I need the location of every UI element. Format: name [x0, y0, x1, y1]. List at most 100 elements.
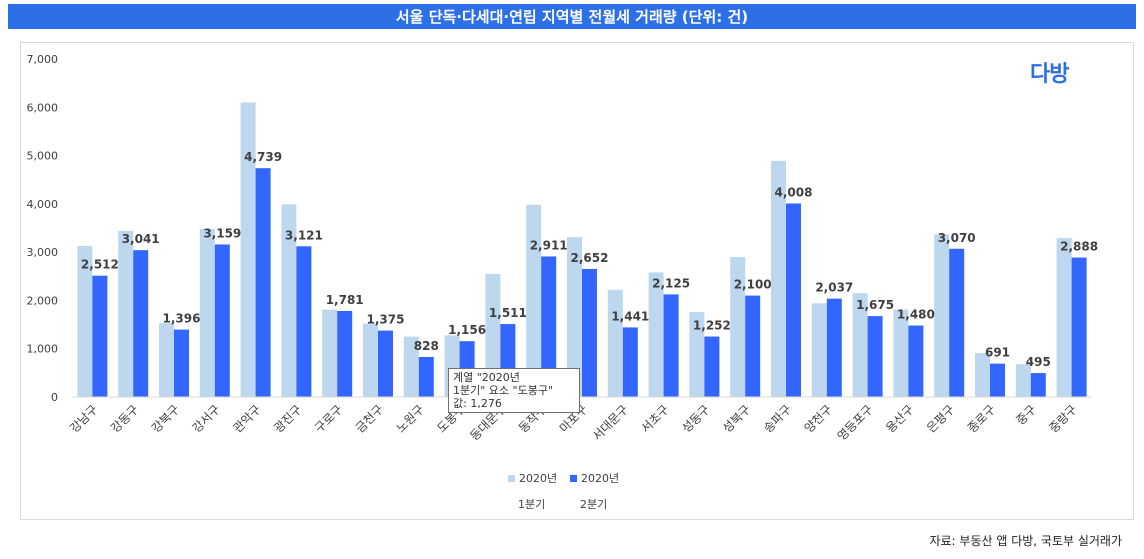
y-tick-label: 1,000 [27, 343, 59, 356]
bar-2020-q2[interactable] [133, 250, 149, 397]
legend-swatch [508, 475, 515, 482]
x-tick-label: 강서구 [190, 402, 223, 435]
data-label: 495 [1026, 355, 1051, 369]
bar-2020-q1[interactable] [403, 336, 419, 397]
bar-2020-q2[interactable] [255, 168, 271, 397]
tooltip-line-3: 값: 1,276 [453, 397, 502, 410]
data-label: 3,041 [122, 232, 160, 246]
data-label: 3,070 [938, 231, 976, 245]
data-label: 691 [985, 346, 1010, 360]
x-tick-label: 구로구 [312, 402, 345, 435]
bar-2020-q2[interactable] [337, 311, 353, 397]
x-tick-label: 영등포구 [835, 402, 876, 443]
bar-2020-q1[interactable] [322, 309, 338, 397]
bar-2020-q1[interactable] [811, 303, 827, 397]
bar-2020-q2[interactable] [1071, 257, 1087, 397]
bar-2020-q1[interactable] [567, 237, 582, 397]
data-label: 2,100 [734, 278, 772, 292]
logo-text: 다방 [1030, 62, 1069, 87]
data-label: 2,512 [81, 258, 119, 272]
bar-2020-q1[interactable] [648, 272, 664, 397]
bar-2020-q1[interactable] [77, 245, 93, 397]
bar-2020-q2[interactable] [174, 329, 189, 397]
y-tick-label: 4,000 [27, 198, 59, 211]
bar-2020-q1[interactable] [852, 293, 868, 397]
y-tick-label: 5,000 [27, 150, 59, 163]
x-tick-label: 송파구 [761, 402, 794, 435]
bar-2020-q1[interactable] [730, 256, 746, 397]
x-tick-label: 용산구 [883, 402, 916, 435]
tooltip-line-2: 1분기" 요소 "도봉구" [453, 384, 554, 397]
x-tick-label: 광진구 [271, 402, 304, 435]
legend: 2020년 1분기 2020년 2분기 [508, 472, 619, 511]
bar-2020-q2[interactable] [826, 298, 842, 397]
x-tick-label: 서대문구 [590, 402, 631, 443]
chart-tooltip: 계열 "2020년 1분기" 요소 "도봉구" 값: 1,276 [448, 368, 580, 413]
source-note: 자료: 부동산 앱 다방, 국토부 실거래가 [929, 534, 1122, 548]
data-label: 3,159 [203, 226, 241, 240]
tooltip-line-1: 계열 "2020년 [453, 371, 520, 384]
data-label: 1,675 [856, 298, 894, 312]
data-label: 2,911 [530, 238, 568, 252]
y-tick-label: 2,000 [27, 294, 59, 307]
bar-2020-q2[interactable] [582, 268, 597, 397]
bar-2020-q1[interactable] [240, 102, 256, 397]
x-tick-label: 관악구 [230, 402, 263, 435]
bar-2020-q1[interactable] [689, 312, 705, 397]
bar-2020-q2[interactable] [949, 248, 965, 397]
bar-2020-q2[interactable] [745, 295, 761, 397]
y-tick-label: 0 [51, 391, 58, 404]
bar-2020-q1[interactable] [485, 273, 501, 397]
bar-2020-q2[interactable] [1030, 373, 1046, 397]
bar-2020-q2[interactable] [704, 336, 720, 397]
chart-title: 서울 단독·다세대·연립 지역별 전월세 거래량 (단위: 건) [8, 4, 1136, 29]
legend-swatch [570, 475, 577, 482]
bar-2020-q1[interactable] [118, 230, 134, 397]
bar-2020-q1[interactable] [934, 234, 950, 397]
bar-2020-q2[interactable] [418, 357, 434, 397]
data-label: 1,375 [367, 313, 405, 327]
x-tick-label: 금천구 [352, 402, 386, 436]
bar-2020-q1[interactable] [975, 353, 990, 397]
bar-2020-q2[interactable] [867, 316, 883, 397]
bar-2020-q1[interactable] [199, 228, 215, 397]
x-tick-label: 강동구 [108, 402, 141, 435]
data-label: 1,396 [163, 312, 201, 326]
legend-label: 2020년 [519, 472, 557, 485]
bar-2020-q2[interactable] [622, 327, 638, 397]
legend-label: 1분기 [518, 498, 545, 511]
legend-label: 2분기 [580, 498, 607, 511]
x-tick-label: 성동구 [679, 402, 712, 435]
bar-2020-q2[interactable] [296, 246, 312, 397]
bar-2020-q1[interactable] [1056, 238, 1072, 397]
bar-2020-q1[interactable] [1015, 364, 1031, 397]
bar-2020-q2[interactable] [908, 325, 924, 397]
bar-2020-q1[interactable] [281, 204, 297, 397]
bar-2020-q2[interactable] [541, 256, 557, 397]
bar-2020-q2[interactable] [990, 363, 1005, 397]
y-tick-label: 6,000 [27, 101, 59, 114]
bar-2020-q2[interactable] [92, 275, 108, 397]
bar-2020-q2[interactable] [786, 203, 801, 397]
bar-2020-q1[interactable] [363, 323, 378, 397]
x-tick-label: 성북구 [720, 402, 753, 435]
bar-2020-q2[interactable] [378, 330, 393, 397]
y-tick-label: 7,000 [27, 53, 59, 66]
bar-2020-q1[interactable] [159, 323, 174, 397]
bar-2020-q1[interactable] [771, 160, 786, 397]
data-label: 2,888 [1060, 240, 1098, 254]
bar-2020-q1[interactable] [526, 204, 542, 397]
bar-2020-q1[interactable] [893, 309, 909, 397]
bar-2020-q2[interactable] [663, 294, 679, 397]
bar-2020-q2[interactable] [214, 244, 230, 397]
x-tick-label: 강북구 [149, 402, 182, 435]
data-label: 2,037 [815, 281, 853, 295]
data-label: 1,156 [448, 323, 486, 337]
data-label: 4,008 [775, 185, 813, 199]
bar-2020-q1[interactable] [607, 289, 623, 397]
data-label: 3,121 [285, 228, 323, 242]
x-tick-label: 중구 [1013, 402, 1039, 428]
x-tick-label: 서초구 [638, 402, 671, 435]
bars [77, 102, 1087, 397]
